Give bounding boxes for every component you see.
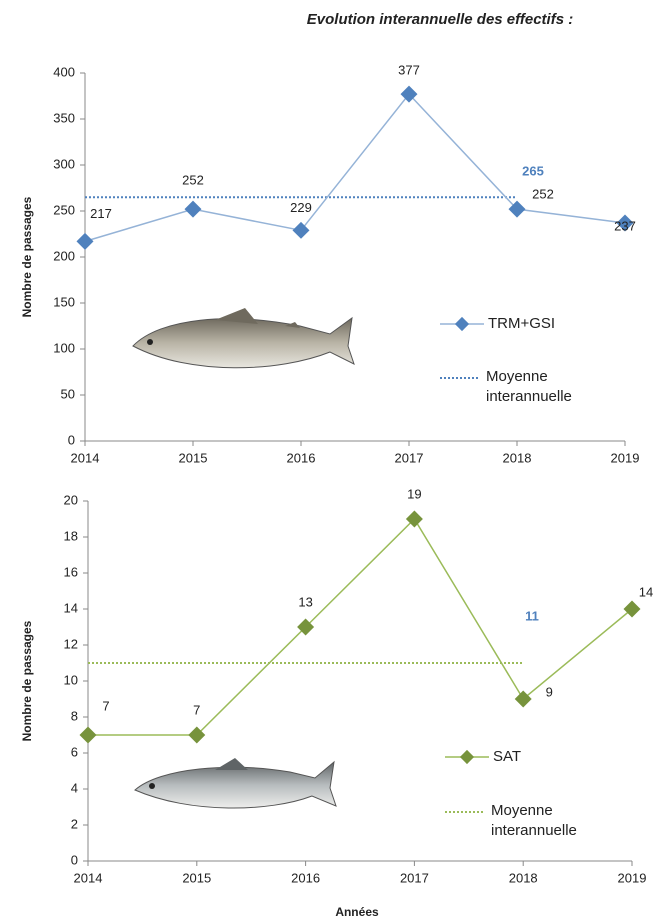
data-label: 252 [182,173,204,188]
series-line [85,94,625,241]
x-tick-label: 2016 [291,870,320,885]
data-point [515,691,532,708]
y-tick-label: 14 [64,600,78,615]
y-tick-label: 150 [53,294,75,309]
y-tick-label: 50 [61,386,75,401]
data-point [185,201,202,218]
y-tick-label: 250 [53,202,75,217]
data-label: 217 [90,206,112,221]
y-tick-label: 0 [68,432,75,447]
y-tick-label: 6 [71,744,78,759]
legend-marker [455,317,469,331]
legend-label: SAT [493,748,521,765]
data-label: 7 [193,702,200,717]
fish-illustration [133,308,354,368]
legend-mean-box: Moyenne interannuelle [491,801,621,845]
y-tick-label: 300 [53,156,75,171]
chart-title: Evolution interannuelle des effectifs : [307,11,573,28]
x-tick-label: 2017 [400,870,429,885]
chart: Evolution interannuelle des effectifs : … [0,0,656,923]
y-tick-label: 0 [71,852,78,867]
y-axis-title: Nombre de passages [20,620,34,741]
x-tick-label: 2015 [179,450,208,465]
y-tick-label: 2 [71,816,78,831]
y-tick-label: 400 [53,64,75,79]
legend-marker [460,750,474,764]
page: {"chart_data": [ {"type": "line", "title… [0,0,656,923]
legend-mean-box: Moyenne interannuelle [486,367,616,411]
data-label: 237 [614,218,636,233]
y-tick-label: 12 [64,636,78,651]
mean-label: 11 [525,608,539,623]
data-point [80,727,97,744]
y-tick-label: 200 [53,248,75,263]
data-label: 7 [102,698,109,713]
x-tick-label: 2019 [611,450,640,465]
y-tick-label: 350 [53,110,75,125]
legend-label: TRM+GSI [488,315,555,332]
fish-illustration [135,758,336,808]
x-tick-label: 2017 [395,450,424,465]
y-tick-label: 100 [53,340,75,355]
data-label: 14 [639,584,653,599]
x-tick-label: 2019 [618,870,647,885]
data-label: 377 [398,63,420,78]
y-tick-label: 20 [64,492,78,507]
y-tick-label: 10 [64,672,78,687]
y-tick-label: 16 [64,564,78,579]
legend-label: Moyenne interannuelle [486,367,604,407]
x-tick-label: 2018 [503,450,532,465]
data-label: 252 [532,187,554,202]
data-label: 229 [290,200,312,215]
y-tick-label: 18 [64,528,78,543]
y-axis-title: Nombre de passages [20,196,34,317]
data-point [77,233,94,250]
legend-label: Moyenne interannuelle [491,801,609,841]
x-tick-label: 2018 [509,870,538,885]
series-line [88,519,632,735]
data-point [293,222,310,239]
data-label: 9 [546,684,553,699]
x-tick-label: 2016 [287,450,316,465]
data-point [624,601,641,618]
y-tick-label: 4 [71,780,78,795]
x-tick-label: 2015 [182,870,211,885]
data-label: 13 [298,594,312,609]
mean-label: 265 [522,163,544,178]
x-tick-label: 2014 [71,450,100,465]
x-axis-title: Années [335,905,379,919]
y-tick-label: 8 [71,708,78,723]
data-label: 19 [407,486,421,501]
x-tick-label: 2014 [74,870,103,885]
